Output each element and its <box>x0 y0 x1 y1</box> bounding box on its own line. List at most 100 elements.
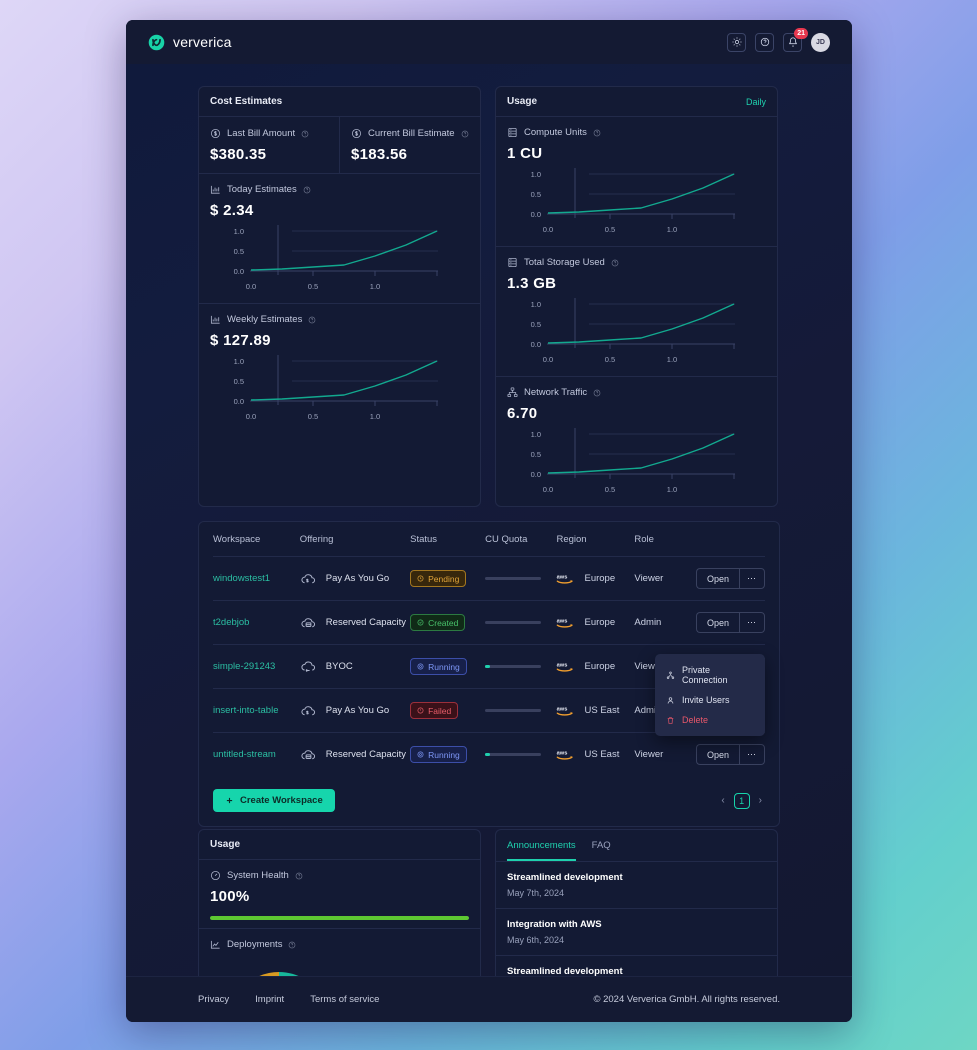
user-icon <box>666 696 675 705</box>
svg-text:1.0: 1.0 <box>531 430 541 439</box>
today-estimates-label: Today Estimates <box>227 184 297 195</box>
status-label: Pending <box>428 573 460 584</box>
svg-text:0.5: 0.5 <box>605 355 615 364</box>
brand[interactable]: ververica <box>148 34 232 51</box>
table-footer: Create Workspace ‹ 1 › <box>213 776 765 826</box>
info-icon[interactable] <box>593 389 601 397</box>
open-button[interactable]: Open <box>695 744 739 765</box>
status-cell: Pending <box>410 556 486 601</box>
today-estimates-value: $ 2.34 <box>210 202 254 219</box>
workspace-link[interactable]: insert-into-table <box>213 688 300 733</box>
row-actions: Open ⋯ <box>695 733 765 777</box>
svg-text:1.0: 1.0 <box>234 357 244 366</box>
cloud-dollar-icon <box>300 702 317 719</box>
cloud-server-icon <box>300 746 317 763</box>
svg-text:1.0: 1.0 <box>234 227 244 236</box>
info-icon[interactable] <box>593 129 601 137</box>
bell-icon[interactable]: 21 <box>783 27 808 52</box>
svg-text:1.0: 1.0 <box>667 225 677 234</box>
open-button[interactable]: Open <box>695 612 739 633</box>
svg-text:0.5: 0.5 <box>531 450 541 459</box>
list-item[interactable]: Streamlined development May 7th, 2024 <box>496 862 777 909</box>
row-actions: Open ⋯ <box>695 600 765 645</box>
info-icon[interactable] <box>301 130 309 138</box>
avatar[interactable]: JD <box>811 32 830 52</box>
more-actions-button[interactable]: ⋯ <box>739 612 765 633</box>
workspace-link[interactable]: t2debjob <box>213 600 300 645</box>
page-title: Cost Estimates <box>210 96 283 107</box>
announcement-date: May 7th, 2024 <box>507 888 565 898</box>
usage-bottom-card: Usage System Health 100% <box>198 829 481 976</box>
cloud-server-icon <box>300 614 317 631</box>
announcements-tabs: Announcements FAQ <box>496 830 777 862</box>
menu-item-invite-users[interactable]: Invite Users <box>655 690 765 710</box>
info-icon[interactable] <box>611 259 619 267</box>
offering-cell: Reserved Capacity <box>299 600 411 645</box>
menu-item-label: Invite Users <box>682 695 730 705</box>
announcement-date: May 6th, 2024 <box>507 935 565 945</box>
aws-icon: aws <box>556 660 576 673</box>
table-row[interactable]: untitled-stream Reserved Capacity <box>213 733 765 777</box>
info-icon[interactable] <box>461 130 469 138</box>
top-bar-actions: 21 JD <box>727 27 830 52</box>
pagination-current-page[interactable]: 1 <box>733 792 750 809</box>
info-icon[interactable] <box>308 316 316 324</box>
tab-announcements[interactable]: Announcements <box>507 830 576 861</box>
list-item[interactable]: Integration with AWS May 6th, 2024 <box>496 909 777 956</box>
table-row[interactable]: t2debjob Reserved Capacity Cre <box>213 600 765 645</box>
svg-text:0.0: 0.0 <box>531 340 541 349</box>
svg-text:0.0: 0.0 <box>234 397 244 406</box>
info-icon[interactable] <box>303 186 311 194</box>
col-status: Status <box>410 522 486 557</box>
offering-cell: Reserved Capacity <box>300 733 410 777</box>
col-region: Region <box>556 522 635 557</box>
pagination-next[interactable]: › <box>758 795 762 806</box>
region-label: Europe <box>584 573 616 584</box>
pagination-prev[interactable]: ‹ <box>721 795 725 806</box>
plus-icon <box>225 796 234 805</box>
svg-text:1.0: 1.0 <box>667 355 677 364</box>
tab-faq[interactable]: FAQ <box>591 840 611 851</box>
announcement-title: Streamlined development <box>507 872 623 883</box>
question-circle-icon[interactable] <box>755 32 774 52</box>
create-workspace-button[interactable]: Create Workspace <box>213 789 335 812</box>
svg-text:0.0: 0.0 <box>543 225 553 234</box>
col-role: Role <box>634 522 696 557</box>
usage-card: Usage Daily Compute Units 1 CU 1.0 0.5 <box>495 86 778 507</box>
workspace-link[interactable]: untitled-stream <box>213 749 276 760</box>
create-workspace-label: Create Workspace <box>240 795 323 806</box>
svg-text:1.0: 1.0 <box>370 412 380 421</box>
menu-item-delete[interactable]: Delete <box>655 710 765 730</box>
footer-link-imprint[interactable]: Imprint <box>255 994 285 1005</box>
last-bill-label: Last Bill Amount <box>227 128 296 139</box>
role-cell: Viewer <box>634 556 696 601</box>
offering-cell: BYOC <box>299 644 411 689</box>
open-button[interactable]: Open <box>695 568 739 589</box>
region-cell: aws US East <box>556 688 635 733</box>
svg-text:0.5: 0.5 <box>234 377 244 386</box>
svg-text:1.0: 1.0 <box>531 170 541 179</box>
server-icon <box>507 127 518 138</box>
status-cell: Created <box>410 600 486 645</box>
svg-text:0.5: 0.5 <box>308 282 318 291</box>
svg-text:0.5: 0.5 <box>605 225 615 234</box>
footer-link-terms[interactable]: Terms of service <box>310 994 380 1005</box>
table-row[interactable]: windowstest1 Pay As You Go Pen <box>213 556 765 601</box>
sun-icon[interactable] <box>727 32 746 52</box>
footer-link-privacy[interactable]: Privacy <box>198 994 230 1005</box>
info-icon[interactable] <box>295 872 303 880</box>
workspace-link[interactable]: windowstest1 <box>213 556 300 601</box>
svg-text:0.0: 0.0 <box>543 485 553 494</box>
offering-label: BYOC <box>325 661 353 672</box>
check-icon <box>417 619 424 626</box>
svg-text:0.0: 0.0 <box>531 210 541 219</box>
trash-icon <box>666 716 675 725</box>
bottom-row: Usage System Health 100% <box>198 829 780 976</box>
workspace-link[interactable]: simple-291243 <box>213 644 300 689</box>
menu-item-private-connection[interactable]: Private Connection <box>655 660 765 690</box>
more-actions-button[interactable]: ⋯ <box>739 568 765 589</box>
usage-period-toggle[interactable]: Daily <box>745 96 766 107</box>
list-item[interactable]: Streamlined development May 7th, 2024 <box>496 956 777 976</box>
info-icon[interactable] <box>288 941 296 949</box>
more-actions-button[interactable]: ⋯ <box>739 744 765 765</box>
